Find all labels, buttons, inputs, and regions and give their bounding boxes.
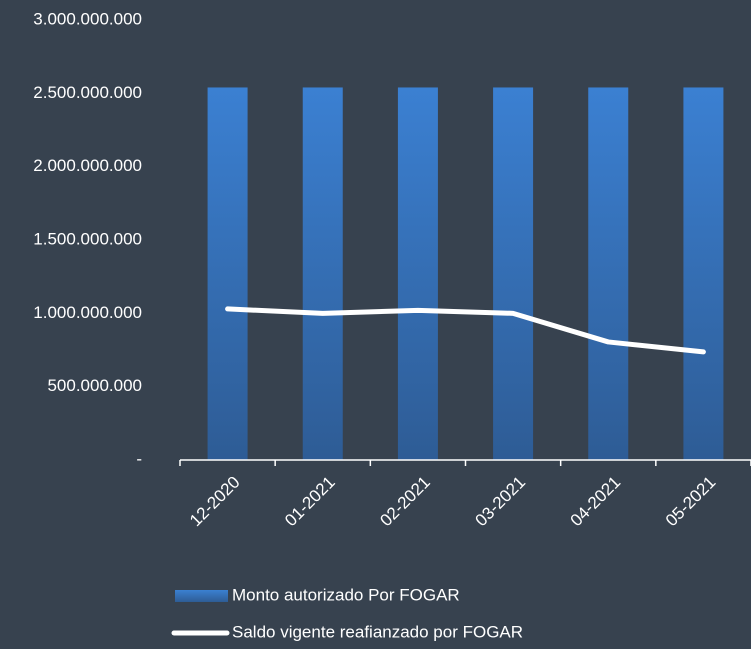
- legend-label: Monto autorizado Por FOGAR: [232, 585, 460, 604]
- y-tick-label: 500.000.000: [47, 376, 142, 395]
- bar: [302, 87, 343, 460]
- bar: [588, 87, 629, 460]
- y-tick-label: 3.000.000.000: [33, 9, 142, 28]
- bar: [683, 87, 724, 460]
- y-tick-label: -: [136, 449, 142, 468]
- y-tick-label: 2.500.000.000: [33, 83, 142, 102]
- bar: [493, 87, 534, 460]
- legend-swatch: [175, 590, 228, 602]
- bar: [397, 87, 438, 460]
- y-tick-label: 1.000.000.000: [33, 303, 142, 322]
- y-tick-label: 2.000.000.000: [33, 156, 142, 175]
- legend-label: Saldo vigente reafianzado por FOGAR: [232, 622, 523, 641]
- bar: [207, 87, 248, 460]
- y-tick-label: 1.500.000.000: [33, 229, 142, 248]
- line: [225, 306, 706, 355]
